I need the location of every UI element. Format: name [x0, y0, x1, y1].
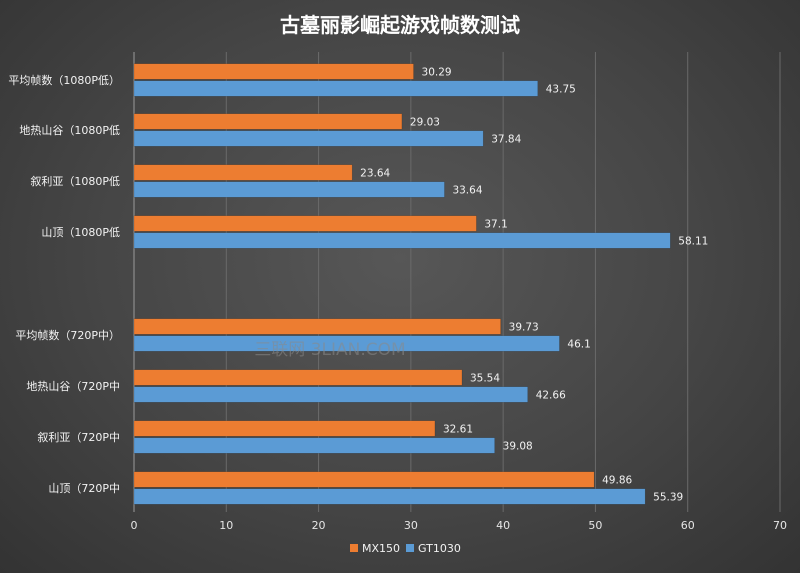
x-tick-label: 20 [312, 519, 326, 532]
category-label: 平均帧数（1080P低） [8, 73, 120, 87]
data-label: 33.64 [452, 185, 482, 197]
bars: 30.29 29.03 23.64 37.1 39.73 35.54 32.61 49.86 4… [133, 63, 708, 505]
bar-gt1030 [133, 386, 528, 403]
data-label: 23.64 [360, 168, 390, 180]
x-tick-label: 0 [131, 519, 138, 532]
data-label: 42.66 [536, 390, 566, 402]
bar-gt1030 [133, 437, 495, 454]
data-label: 43.75 [546, 84, 576, 96]
bar-mx150 [133, 471, 595, 488]
bar-mx150 [133, 420, 436, 437]
x-tick-label: 50 [588, 519, 602, 532]
bar-mx150 [133, 164, 353, 181]
category-label: 叙利亚（720P中 [37, 430, 120, 444]
data-label: 30.29 [422, 67, 452, 79]
bar-gt1030 [133, 335, 560, 352]
data-label: 37.84 [491, 134, 521, 146]
bar-gt1030 [133, 130, 484, 147]
bar-gt1030 [133, 181, 445, 198]
x-tick-labels: 0 10 20 30 40 50 60 70 [131, 519, 788, 532]
data-label: 46.1 [567, 339, 590, 351]
data-label: 35.54 [470, 373, 500, 385]
data-label: 29.03 [410, 117, 440, 129]
bar-mx150 [133, 113, 403, 130]
category-label: 山顶（1080P低 [41, 226, 120, 239]
data-label: 32.61 [443, 424, 473, 436]
bar-mx150 [133, 318, 501, 335]
x-tick-label: 60 [681, 519, 695, 532]
bar-mx150 [133, 63, 414, 80]
category-labels: 平均帧数（1080P低） 地热山谷（1080P低叙利亚（1080P低山顶（1080… [8, 73, 120, 495]
category-label: 叙利亚（1080P低 [30, 174, 120, 188]
data-label: 55.39 [653, 492, 683, 504]
x-tick-label: 70 [773, 519, 787, 532]
category-label: 平均帧数（720P中） [15, 328, 120, 342]
watermark-text: 三联网 3LIAN.COM [254, 340, 405, 360]
bar-gt1030 [133, 232, 671, 249]
legend-label: GT1030 [418, 542, 461, 555]
bar-mx150 [133, 369, 463, 386]
legend-swatch [350, 544, 358, 552]
legend-label: MX150 [362, 542, 400, 555]
x-tick-label: 30 [404, 519, 418, 532]
legend-swatch [406, 544, 414, 552]
category-label: 山顶（720P中 [48, 482, 120, 495]
category-label: 地热山谷（720P中 [26, 380, 120, 393]
data-label: 37.1 [484, 219, 507, 231]
x-tick-label: 10 [219, 519, 233, 532]
data-label: 39.73 [509, 322, 539, 334]
bar-mx150 [133, 215, 477, 232]
data-label: 49.86 [602, 475, 632, 487]
chart-title: 古墓丽影崛起游戏帧数测试 [280, 13, 520, 37]
bar-gt1030 [133, 80, 538, 97]
category-label: 地热山谷（1080P低 [19, 124, 120, 137]
x-tick-label: 40 [496, 519, 510, 532]
data-label: 58.11 [678, 236, 708, 248]
legend: MX150 GT1030 [350, 542, 461, 555]
bar-gt1030 [133, 488, 646, 505]
data-label: 39.08 [503, 441, 533, 453]
